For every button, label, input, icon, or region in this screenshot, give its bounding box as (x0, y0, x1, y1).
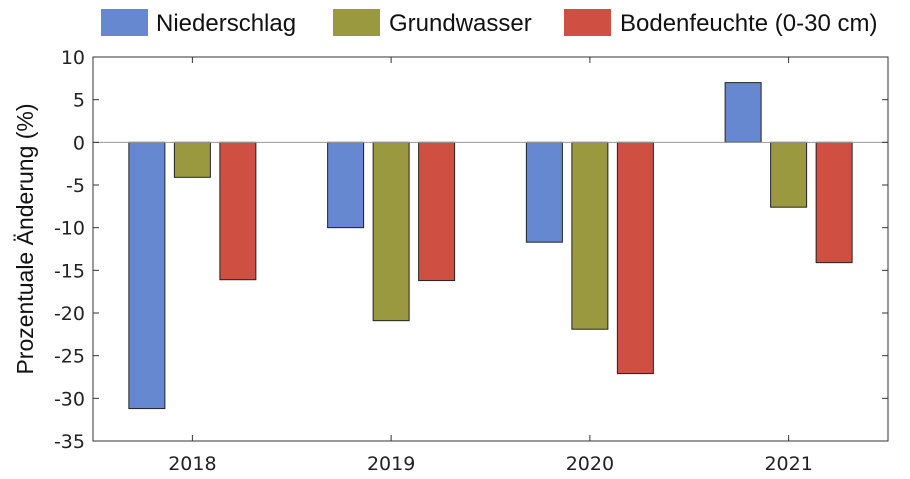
legend-label-2: Grundwasser (389, 10, 532, 37)
x-tick-label-2021: 2021 (764, 453, 812, 475)
y-tick-label: -30 (54, 388, 85, 410)
bar-2020-1 (525, 141, 563, 243)
x-tick-label-2018: 2018 (168, 453, 216, 475)
bar-2021-2 (770, 141, 808, 208)
legend-swatch-2 (333, 9, 380, 36)
legend-swatch-1 (101, 9, 148, 36)
y-tick-label: 0 (73, 132, 85, 154)
x-tick-label-2020: 2020 (566, 453, 614, 475)
bar-2018-3 (219, 141, 257, 281)
legend-label-3: Bodenfeuchte (0-30 cm) (620, 10, 877, 37)
x-axis: 2018 2019 2020 2021 (168, 57, 813, 475)
legend-label-1: Niederschlag (156, 10, 296, 37)
bar-2019-3 (418, 141, 456, 282)
bar-2018-2 (173, 141, 211, 178)
bar-2020-2 (571, 141, 609, 330)
bar-2018-1 (128, 141, 166, 410)
legend-swatch-3 (564, 9, 611, 36)
bar-2019-1 (327, 141, 365, 229)
y-tick-label: -15 (54, 260, 85, 282)
y-tick-label: -35 (54, 431, 85, 453)
y-tick-label: 10 (61, 47, 85, 69)
y-tick-label: -10 (54, 218, 85, 240)
y-tick-label: 5 (73, 90, 85, 112)
legend: Niederschlag Grundwasser Bodenfeuchte (0-3… (101, 9, 877, 37)
y-axis: 10 5 0 -5 -10 -15 -20 -25 -30 -35 (54, 47, 888, 453)
plot-area (92, 56, 889, 442)
plot-frame (92, 56, 889, 442)
bar-2021-1 (724, 82, 762, 143)
y-tick-label: -25 (54, 346, 85, 368)
y-axis-label: Prozentuale Änderung (%) (12, 103, 38, 374)
bar-2021-3 (815, 141, 853, 264)
bars (128, 82, 853, 410)
y-tick-label: -20 (54, 303, 85, 325)
bar-2019-2 (372, 141, 410, 322)
x-tick-label-2019: 2019 (367, 453, 415, 475)
bar-2020-3 (616, 141, 654, 375)
y-tick-label: -5 (66, 175, 85, 197)
